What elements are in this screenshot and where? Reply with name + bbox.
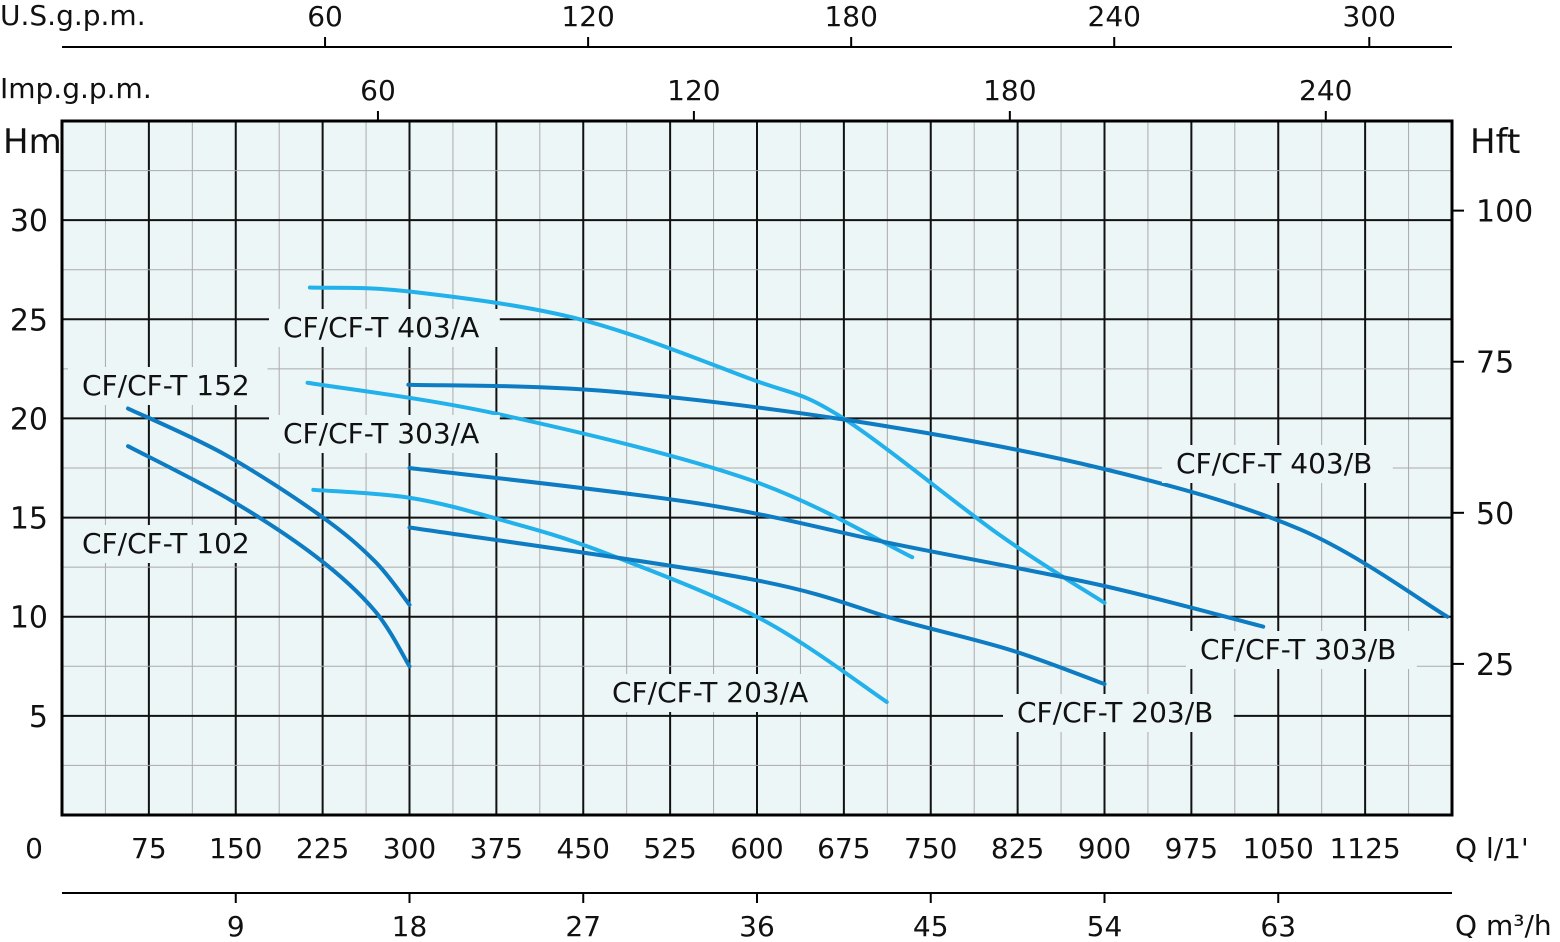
y-axis-label-hm: Hm bbox=[3, 122, 62, 162]
curve-cf-cf-t-303-a bbox=[305, 380, 915, 560]
y-tick-label: 25 bbox=[10, 303, 48, 338]
y-tick-label: 5 bbox=[29, 700, 48, 735]
curve-cf-cf-t-203-a bbox=[311, 487, 889, 704]
series-labels: CF/CF-T 152 CF/CF-T 102 CF/CF-T 403/A CF/CF… bbox=[68, 309, 1417, 732]
m3h-tick-label: 45 bbox=[913, 910, 949, 938]
curve-cf-cf-t-403-b bbox=[406, 382, 1450, 619]
x-tick-label: 300 bbox=[383, 832, 436, 865]
x-tick-label: 900 bbox=[1078, 832, 1131, 865]
hft-tick-label: 75 bbox=[1476, 346, 1514, 381]
series-label-cf-cf-t-403-a: CF/CF-T 403/A bbox=[283, 311, 479, 344]
x-tick-label: 675 bbox=[817, 832, 870, 865]
x-tick-label: 825 bbox=[991, 832, 1044, 865]
hft-tick-label: 50 bbox=[1476, 497, 1514, 532]
m3h-tick-label: 36 bbox=[739, 910, 775, 938]
curve-cf-cf-t-203-b bbox=[407, 525, 1107, 687]
label-bg-cf-cf-t-102 bbox=[68, 525, 268, 563]
us-gpm-tick-label: 300 bbox=[1343, 0, 1396, 33]
label-bg-cf-cf-t-203-b bbox=[1003, 694, 1234, 732]
curve-cf-cf-t-102 bbox=[126, 444, 412, 669]
us-gpm-tick-label: 120 bbox=[561, 0, 614, 33]
x-tick-label: 225 bbox=[296, 832, 349, 865]
m3h-axis-label: Q m³/h bbox=[1455, 909, 1552, 938]
label-bg-cf-cf-t-403-a bbox=[269, 309, 500, 347]
x-tick-label: 975 bbox=[1165, 832, 1218, 865]
x-tick-label: 1125 bbox=[1329, 832, 1400, 865]
plot-frame bbox=[60, 119, 1454, 817]
imp-gpm-tick-label: 120 bbox=[667, 74, 720, 107]
y-tick-label: 30 bbox=[10, 204, 48, 239]
m3h-tick-label: 18 bbox=[392, 910, 428, 938]
series-label-cf-cf-t-102: CF/CF-T 102 bbox=[82, 527, 250, 560]
us-gpm-label: U.S.g.p.m. bbox=[0, 0, 146, 32]
label-bg-cf-cf-t-203-a bbox=[598, 674, 829, 712]
series-label-cf-cf-t-303-a: CF/CF-T 303/A bbox=[283, 417, 479, 450]
label-bg-cf-cf-t-403-b bbox=[1162, 445, 1393, 483]
series-label-cf-cf-t-152: CF/CF-T 152 bbox=[82, 369, 250, 402]
x-tick-label: 450 bbox=[557, 832, 610, 865]
y-tick-label: 20 bbox=[10, 402, 48, 437]
x-tick-label: 750 bbox=[904, 832, 957, 865]
imp-gpm-label: Imp.g.p.m. bbox=[0, 72, 152, 105]
x-tick-label: 75 bbox=[131, 832, 167, 865]
series-label-cf-cf-t-403-b: CF/CF-T 403/B bbox=[1176, 447, 1372, 480]
x-tick-label: 600 bbox=[730, 832, 783, 865]
label-bg-cf-cf-t-152 bbox=[68, 367, 268, 405]
m3h-tick-label: 27 bbox=[565, 910, 601, 938]
us-gpm-tick-label: 60 bbox=[307, 0, 343, 33]
hft-tick-label: 25 bbox=[1476, 648, 1514, 683]
m3h-tick-label: 54 bbox=[1087, 910, 1123, 938]
curve-cf-cf-t-403-a bbox=[307, 285, 1107, 605]
hft-tick-label: 100 bbox=[1476, 195, 1533, 230]
m3h-tick-label: 63 bbox=[1260, 910, 1296, 938]
x-tick-label: 150 bbox=[209, 832, 262, 865]
us-gpm-tick-label: 180 bbox=[824, 0, 877, 33]
series-label-cf-cf-t-303-b: CF/CF-T 303/B bbox=[1200, 633, 1396, 666]
curve-cf-cf-t-303-b bbox=[407, 466, 1266, 629]
imp-gpm-tick-label: 240 bbox=[1299, 74, 1352, 107]
curves bbox=[126, 285, 1450, 704]
imp-gpm-tick-label: 60 bbox=[360, 74, 396, 107]
x-tick-label: 375 bbox=[470, 832, 523, 865]
label-bg-cf-cf-t-303-b bbox=[1186, 631, 1417, 669]
series-label-cf-cf-t-203-a: CF/CF-T 203/A bbox=[612, 676, 808, 709]
axes: 0 75 150 225 300 375 450 525 600 675 750 825 900 975 1… bbox=[10, 0, 1533, 942]
curve-cf-cf-t-152 bbox=[126, 406, 412, 607]
label-bg-cf-cf-t-303-a bbox=[269, 415, 500, 453]
imp-gpm-tick-label: 180 bbox=[983, 74, 1036, 107]
x-tick-label: 0 bbox=[25, 832, 43, 865]
x-axis-label-lmin: Q l/1' bbox=[1455, 832, 1529, 865]
x-tick-label: 1050 bbox=[1243, 832, 1314, 865]
y-tick-label: 15 bbox=[10, 502, 48, 537]
series-label-cf-cf-t-203-b: CF/CF-T 203/B bbox=[1017, 696, 1213, 729]
m3h-tick-label: 9 bbox=[227, 910, 245, 938]
hft-axis-label: Hft bbox=[1470, 122, 1520, 162]
y-tick-label: 10 bbox=[10, 601, 48, 636]
us-gpm-tick-label: 240 bbox=[1088, 0, 1141, 33]
x-tick-label: 525 bbox=[643, 832, 696, 865]
